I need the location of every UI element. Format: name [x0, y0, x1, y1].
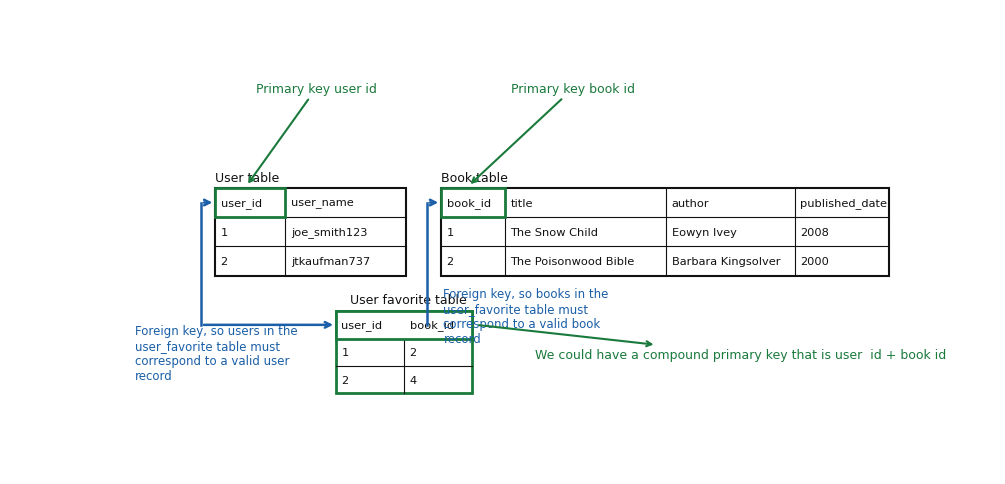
Text: 4: 4 [409, 375, 417, 385]
Text: user_name: user_name [290, 198, 354, 208]
Text: book_id: book_id [446, 197, 490, 209]
Text: 1: 1 [446, 227, 454, 237]
Text: Barbara Kingsolver: Barbara Kingsolver [671, 257, 780, 267]
Text: published_date: published_date [800, 197, 887, 209]
Text: joe_smith123: joe_smith123 [290, 227, 367, 238]
Bar [336, 312, 472, 393]
Text: jtkaufman737: jtkaufman737 [290, 257, 370, 267]
Text: Primary key user id: Primary key user id [249, 82, 377, 182]
Text: User table: User table [215, 172, 279, 185]
Text: Book table: Book table [441, 172, 508, 185]
Text: 2: 2 [409, 348, 417, 358]
Bar [441, 189, 889, 276]
Text: title: title [511, 198, 533, 208]
Text: 2: 2 [342, 375, 349, 385]
Text: Eowyn Ivey: Eowyn Ivey [671, 227, 737, 237]
Text: Primary key book id: Primary key book id [472, 82, 635, 183]
Text: book_id: book_id [409, 320, 453, 331]
Text: user_id: user_id [221, 197, 261, 209]
Bar [336, 312, 472, 339]
Bar [215, 189, 406, 276]
Text: We could have a compound primary key that is user  id + book id: We could have a compound primary key tha… [478, 325, 946, 361]
Text: author: author [671, 198, 710, 208]
Bar [441, 189, 505, 218]
Text: Foreign key, so books in the
user_favorite table must
correspond to a valid book: Foreign key, so books in the user_favori… [443, 287, 609, 345]
Text: 2008: 2008 [800, 227, 829, 237]
Text: Foreign key, so users in the
user_favorite table must
correspond to a valid user: Foreign key, so users in the user_favori… [135, 325, 297, 382]
Text: 2: 2 [221, 257, 228, 267]
Text: 1: 1 [221, 227, 228, 237]
Text: user_id: user_id [342, 320, 383, 331]
Text: The Poisonwood Bible: The Poisonwood Bible [511, 257, 634, 267]
Text: User favorite table: User favorite table [350, 293, 466, 306]
Text: The Snow Child: The Snow Child [511, 227, 598, 237]
Text: 2000: 2000 [800, 257, 829, 267]
Text: 2: 2 [446, 257, 453, 267]
Text: 1: 1 [342, 348, 349, 358]
Bar [215, 189, 285, 218]
